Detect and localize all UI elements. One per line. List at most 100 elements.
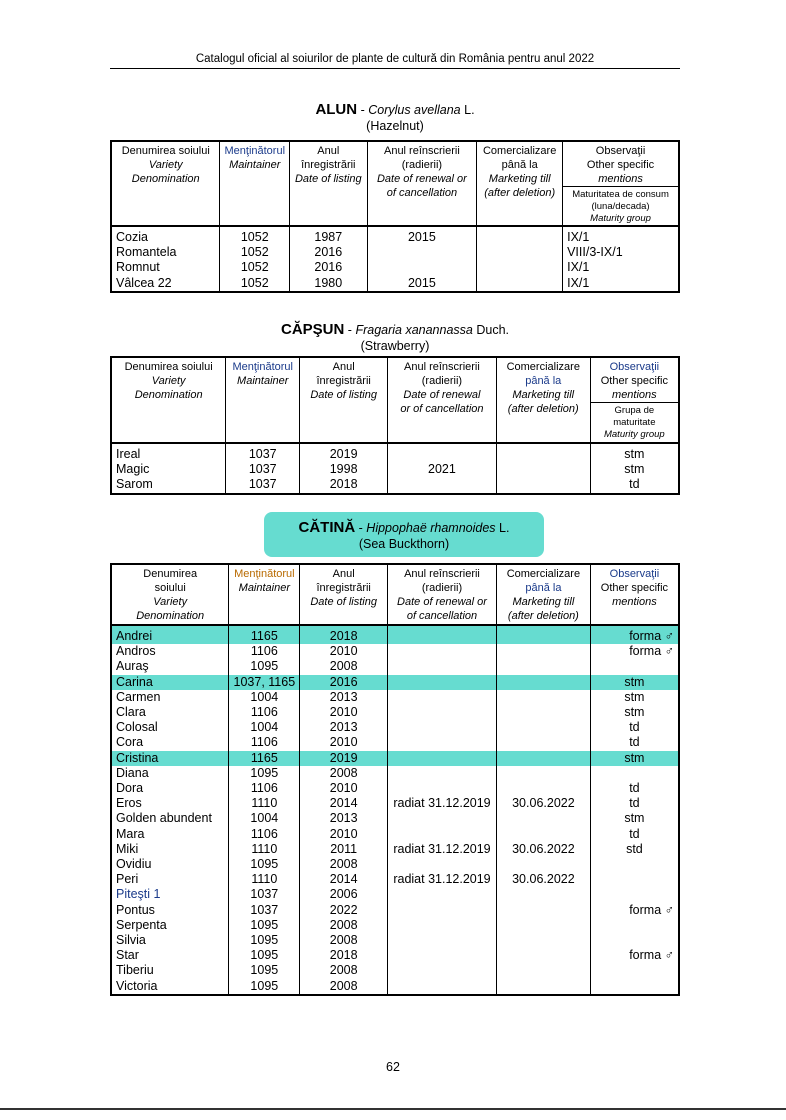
header-line: Comercializare [482,145,557,157]
observations [589,872,679,888]
table-row: Magic 1037 1998 2021 stm [110,462,679,478]
renewal-date [387,781,497,797]
variety-name: Andrei [110,625,229,645]
renewal-date [387,902,497,918]
table-row: Romnut 1052 2016 IX/1 [110,260,679,276]
header-line: Comercializare [506,361,580,373]
maintainer: 1004 [228,689,300,706]
header-line: Anul [317,145,340,157]
variety-name: Miki [110,841,229,858]
observations: td [589,781,679,797]
listing-year: 2010 [299,826,388,842]
marketing-till [495,978,591,995]
renewal-date [387,963,497,979]
listing-year: 2019 [299,750,388,766]
marketing-till [495,705,591,721]
variety-name: Carina [110,674,229,690]
header-line: Anul reînscrierii [404,568,480,580]
marketing-till [495,781,591,797]
variety-name: Diana [110,765,229,782]
variety-name: Victoria [110,978,229,995]
observations [589,978,679,995]
maintainer: 1004 [228,811,300,827]
renewal-date [387,735,497,751]
listing-year: 1987 [289,226,368,246]
renewal-date [387,674,497,690]
maintainer: 1052 [219,260,290,276]
table-row: Pontus 1037 2022 forma ♂ [110,902,679,918]
table-row: Peri 1110 2014 radiat 31.12.2019 30.06.2022 [110,872,679,888]
header-line: of cancellation [386,187,458,199]
table-row: Cristina 1165 2019 stm [110,750,679,766]
header-line: Menţinătorul [232,361,293,373]
header-line: Anul [332,568,355,580]
variety-name: Star [110,948,229,964]
author: Duch. [476,323,510,337]
renewal-date [387,644,497,660]
header-line: Date of listing [310,389,377,401]
variety-name: Ovidiu [110,857,229,873]
renewal-date [387,705,497,721]
header-line: Variety [151,375,186,387]
maintainer: 1095 [228,917,300,934]
listing-year: 2016 [289,245,368,261]
observations: td [589,735,679,751]
marketing-till [495,857,591,873]
renewal-date [387,750,497,766]
header-line: (radierii) [421,582,463,594]
column-header: Anul reînscrierii (radierii) Date of renew… [387,564,497,626]
latin-name: Hippophaë rhamnoides [366,521,496,535]
maintainer: 1037, 1165 [228,674,300,690]
table-row: Mara 1106 2010 td [110,826,679,842]
maintainer: 1037 [228,902,300,918]
column-header: Anul înregistrării Date of listing [299,357,388,444]
header-line: până la [501,159,538,171]
observations: forma ♂ [589,644,679,660]
maintainer: 1165 [228,625,300,645]
header-line: Denumirea [143,568,198,580]
maintainer: 1095 [228,963,300,979]
observations [589,917,679,934]
listing-year: 2019 [299,443,388,463]
latin-name: Corylus avellana [368,103,461,117]
listing-year: 2008 [299,659,388,675]
table-row: Andros 1106 2010 forma ♂ [110,644,679,660]
header-line: Maintainer [238,582,291,594]
renewal-date: 2015 [366,275,477,292]
column-header: Comercializare până la Marketing till (afte… [495,564,591,626]
variety-name: Golden abundent [110,811,229,827]
maintainer: 1052 [219,245,290,261]
column-header: Observaţii Other specific mentions Grupa de… [589,357,679,444]
column-header: Anul reînscrierii (radierii) Date of renew… [366,141,477,227]
column-header: Anul reînscrierii (radierii) Date of renew… [387,357,497,444]
observations: td [589,826,679,842]
maintainer: 1106 [228,705,300,721]
column-header: Menţinătorul Maintainer [225,357,300,444]
marketing-till [495,750,591,766]
listing-year: 2022 [299,902,388,918]
variety-table-alun: Denumirea soiului Variety Denomination Menţ… [110,140,680,293]
subheader-line: (luna/decada) [591,201,650,212]
table-row: Miki 1110 2011 radiat 31.12.2019 30.06.2022 s… [110,841,679,858]
table-row: Victoria 1095 2008 [110,978,679,995]
renewal-date [387,765,497,782]
marketing-till: 30.06.2022 [495,841,591,858]
author: L. [464,103,475,117]
renewal-date: 2021 [387,462,497,478]
observations: stm [589,462,679,478]
renewal-date [387,978,497,995]
header-line: Other specific [600,375,668,387]
maintainer: 1110 [228,841,300,858]
header-rule [110,68,680,69]
marketing-till [495,674,591,690]
subheader-line: Maturity group [603,429,665,440]
marketing-till [476,245,563,261]
marketing-till [495,933,591,949]
variety-name: Sarom [110,477,226,494]
header-line: înregistrării [301,159,356,171]
latin-name: Fragaria xanannassa [355,323,473,337]
subheader-line: maturitate [613,417,656,428]
header-line: Denomination [136,610,205,622]
listing-year: 2010 [299,781,388,797]
